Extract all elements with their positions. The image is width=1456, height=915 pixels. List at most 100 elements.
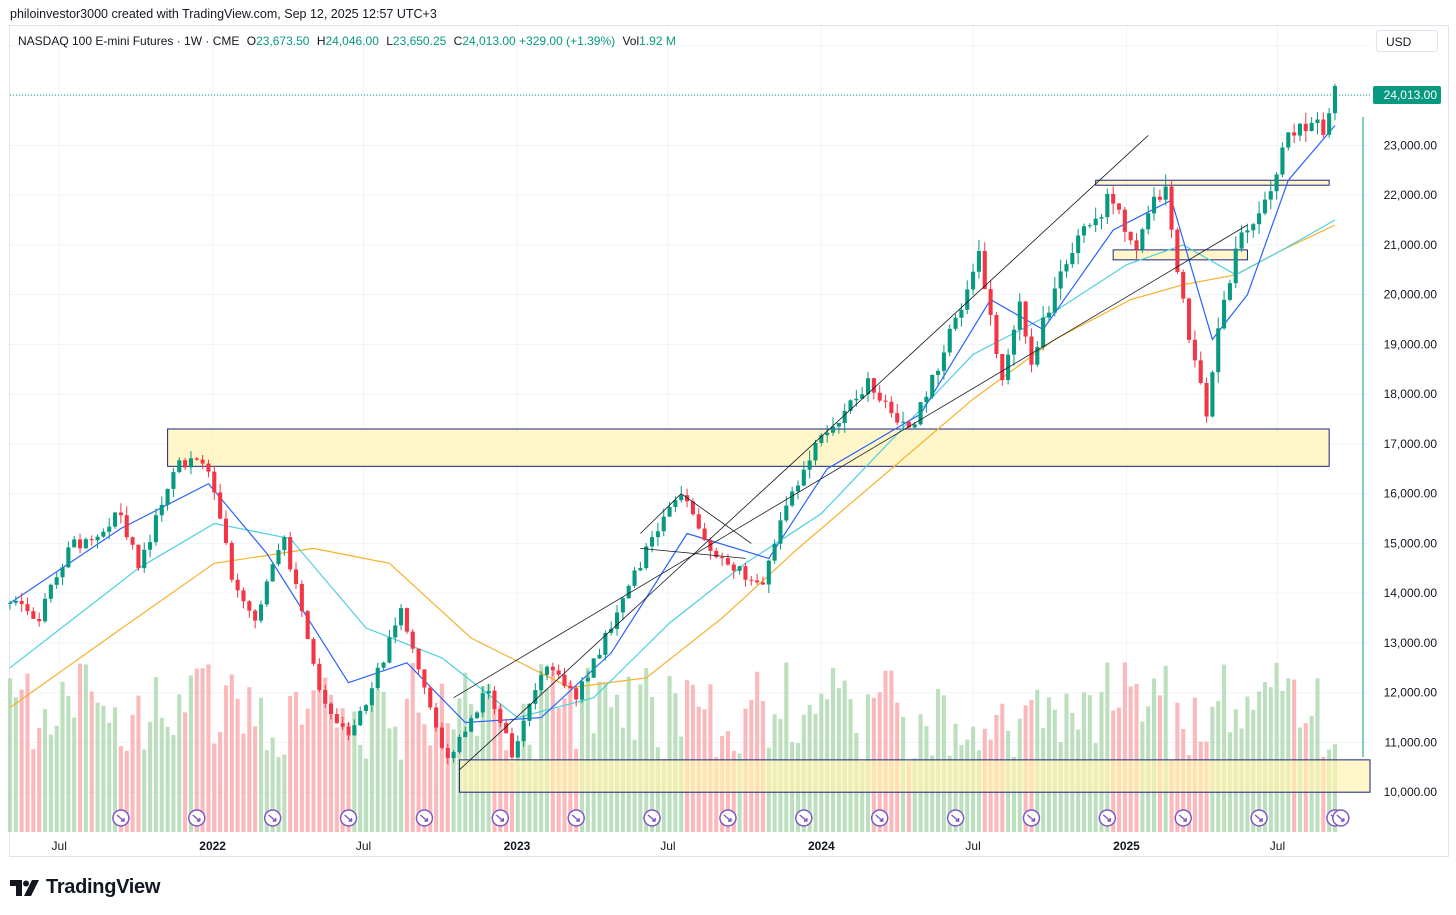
volume-bar — [218, 731, 223, 832]
volume-bar — [311, 690, 316, 832]
candle-body — [1187, 298, 1192, 340]
dividend-event-icon[interactable] — [795, 809, 813, 827]
candle-body — [574, 688, 579, 700]
dividend-event-icon[interactable] — [188, 809, 206, 827]
candle-body — [200, 459, 205, 464]
dividend-event-icon[interactable] — [870, 809, 889, 827]
volume-bar — [906, 761, 911, 832]
dividend-event-icon[interactable] — [719, 809, 737, 827]
volume-bar — [422, 724, 427, 832]
candle-body — [1204, 382, 1209, 417]
candle-body — [1029, 336, 1034, 365]
volume-bar — [153, 677, 158, 832]
dividend-event-icon[interactable] — [946, 809, 965, 827]
candle-body — [836, 422, 841, 427]
candle-body — [690, 501, 695, 515]
candle-body — [982, 251, 987, 290]
volume-bar — [54, 725, 59, 832]
volume-bar — [1151, 678, 1157, 832]
candle-body — [865, 378, 871, 395]
candle-body — [1327, 113, 1332, 135]
dividend-event-icon[interactable] — [112, 809, 130, 827]
dividend-event-icon[interactable] — [643, 809, 661, 827]
dividend-event-icon[interactable] — [1332, 809, 1350, 827]
volume-bar — [1163, 665, 1168, 832]
y-axis-tick-label: 11,000.00 — [1385, 735, 1438, 749]
volume-bar — [1134, 683, 1139, 832]
candle-body — [673, 500, 678, 508]
candle-body — [206, 463, 211, 472]
candle-body — [778, 520, 783, 544]
volume-bar — [317, 667, 322, 832]
candle-body — [1257, 213, 1262, 225]
candle-body — [95, 536, 100, 541]
dividend-event-icon[interactable] — [1174, 809, 1192, 827]
trendline — [640, 493, 682, 534]
candle-body — [317, 663, 322, 691]
candle-body — [1280, 147, 1285, 175]
candle-body — [352, 725, 357, 736]
dividend-event-icon[interactable] — [339, 809, 358, 827]
trendline — [459, 135, 1149, 771]
volume-bar — [550, 671, 555, 832]
volume-bar — [568, 681, 573, 832]
volume-bar — [509, 761, 515, 832]
dividend-event-icon[interactable] — [567, 809, 585, 827]
candle-body — [1146, 213, 1151, 230]
volume-bar — [381, 691, 386, 832]
volume-bar — [685, 680, 690, 832]
symbol-name[interactable]: NASDAQ 100 E-mini Futures · 1W · CME — [18, 34, 240, 48]
dividend-event-icon[interactable] — [1250, 809, 1268, 827]
currency-button[interactable]: USD — [1376, 30, 1438, 52]
candle-body — [544, 666, 550, 675]
tradingview-logo[interactable]: TradingView — [10, 876, 160, 899]
dividend-event-icon[interactable] — [1022, 809, 1041, 827]
volume-bar — [89, 691, 94, 832]
candle-body — [1000, 353, 1005, 381]
dividend-event-icon[interactable] — [491, 809, 510, 827]
candle-body — [509, 733, 515, 758]
candle-body — [1181, 271, 1186, 299]
candle-body — [527, 703, 532, 721]
volume-bar — [463, 672, 468, 832]
last-price-badge — [1373, 86, 1441, 105]
volume-bar — [136, 695, 141, 832]
candle-body — [1099, 217, 1104, 219]
candle-body — [7, 602, 13, 604]
volume-bar — [579, 684, 585, 832]
candle-body — [1309, 122, 1314, 132]
candle-body — [760, 582, 766, 585]
candle-body — [1210, 372, 1215, 417]
candle-body — [936, 370, 941, 375]
candle-body — [48, 584, 53, 599]
candle-body — [369, 688, 374, 706]
candle-body — [188, 458, 193, 468]
candle-body — [650, 537, 655, 547]
volume-bar — [241, 733, 246, 832]
volume-bar — [101, 705, 106, 832]
close-label: C — [453, 34, 463, 48]
candle-body — [1064, 264, 1069, 272]
candle-body — [655, 531, 660, 538]
candle-body — [1140, 229, 1145, 250]
candle-body — [854, 398, 859, 401]
candle-body — [895, 413, 900, 423]
volume-bar — [1274, 662, 1279, 832]
dividend-event-icon[interactable] — [415, 809, 434, 827]
candle-body — [498, 709, 503, 723]
volume-bar — [428, 745, 433, 832]
volume-bar — [235, 698, 240, 832]
candle-body — [906, 421, 911, 428]
candle-body — [1105, 193, 1110, 218]
candle-body — [1011, 329, 1016, 355]
volume-label: Vol — [622, 34, 640, 48]
dividend-event-icon[interactable] — [1098, 809, 1117, 827]
candle-body — [299, 583, 304, 612]
candle-body — [1163, 186, 1168, 200]
candle-body — [504, 722, 509, 734]
volume-bar — [177, 694, 182, 832]
volume-bar — [638, 684, 643, 832]
dividend-event-icon[interactable] — [263, 809, 282, 827]
candle-body — [311, 639, 316, 664]
